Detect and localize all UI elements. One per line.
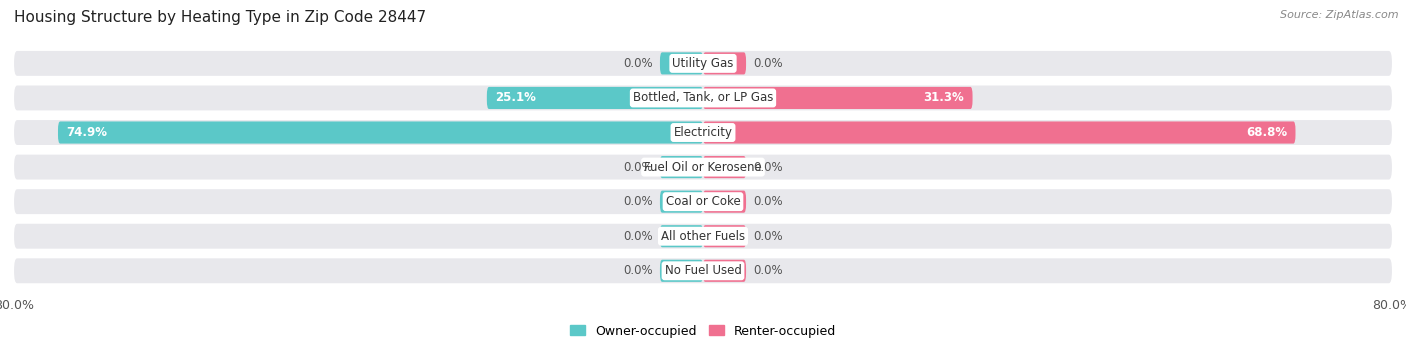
FancyBboxPatch shape — [14, 224, 1392, 249]
Text: 25.1%: 25.1% — [495, 91, 536, 104]
FancyBboxPatch shape — [486, 87, 703, 109]
FancyBboxPatch shape — [58, 121, 703, 144]
Text: All other Fuels: All other Fuels — [661, 230, 745, 243]
FancyBboxPatch shape — [14, 51, 1392, 76]
FancyBboxPatch shape — [703, 121, 1295, 144]
Text: 0.0%: 0.0% — [623, 57, 652, 70]
Text: 0.0%: 0.0% — [623, 161, 652, 174]
Text: 74.9%: 74.9% — [66, 126, 108, 139]
Text: 68.8%: 68.8% — [1246, 126, 1286, 139]
FancyBboxPatch shape — [703, 260, 747, 282]
FancyBboxPatch shape — [14, 258, 1392, 283]
FancyBboxPatch shape — [659, 260, 703, 282]
Text: 0.0%: 0.0% — [754, 57, 783, 70]
FancyBboxPatch shape — [703, 225, 747, 247]
Text: Fuel Oil or Kerosene: Fuel Oil or Kerosene — [644, 161, 762, 174]
FancyBboxPatch shape — [659, 156, 703, 178]
Text: 31.3%: 31.3% — [924, 91, 965, 104]
Text: Source: ZipAtlas.com: Source: ZipAtlas.com — [1281, 10, 1399, 20]
FancyBboxPatch shape — [14, 189, 1392, 214]
FancyBboxPatch shape — [659, 52, 703, 74]
FancyBboxPatch shape — [703, 87, 973, 109]
Text: 0.0%: 0.0% — [623, 195, 652, 208]
Legend: Owner-occupied, Renter-occupied: Owner-occupied, Renter-occupied — [565, 320, 841, 341]
Text: Coal or Coke: Coal or Coke — [665, 195, 741, 208]
FancyBboxPatch shape — [659, 191, 703, 213]
FancyBboxPatch shape — [14, 86, 1392, 110]
Text: Bottled, Tank, or LP Gas: Bottled, Tank, or LP Gas — [633, 91, 773, 104]
FancyBboxPatch shape — [14, 155, 1392, 179]
Text: 0.0%: 0.0% — [754, 161, 783, 174]
FancyBboxPatch shape — [703, 156, 747, 178]
Text: 0.0%: 0.0% — [623, 230, 652, 243]
FancyBboxPatch shape — [14, 120, 1392, 145]
Text: No Fuel Used: No Fuel Used — [665, 264, 741, 277]
Text: 0.0%: 0.0% — [754, 230, 783, 243]
Text: 0.0%: 0.0% — [623, 264, 652, 277]
FancyBboxPatch shape — [703, 52, 747, 74]
Text: 0.0%: 0.0% — [754, 264, 783, 277]
FancyBboxPatch shape — [659, 225, 703, 247]
Text: Electricity: Electricity — [673, 126, 733, 139]
Text: Utility Gas: Utility Gas — [672, 57, 734, 70]
Text: Housing Structure by Heating Type in Zip Code 28447: Housing Structure by Heating Type in Zip… — [14, 10, 426, 25]
Text: 0.0%: 0.0% — [754, 195, 783, 208]
FancyBboxPatch shape — [703, 191, 747, 213]
